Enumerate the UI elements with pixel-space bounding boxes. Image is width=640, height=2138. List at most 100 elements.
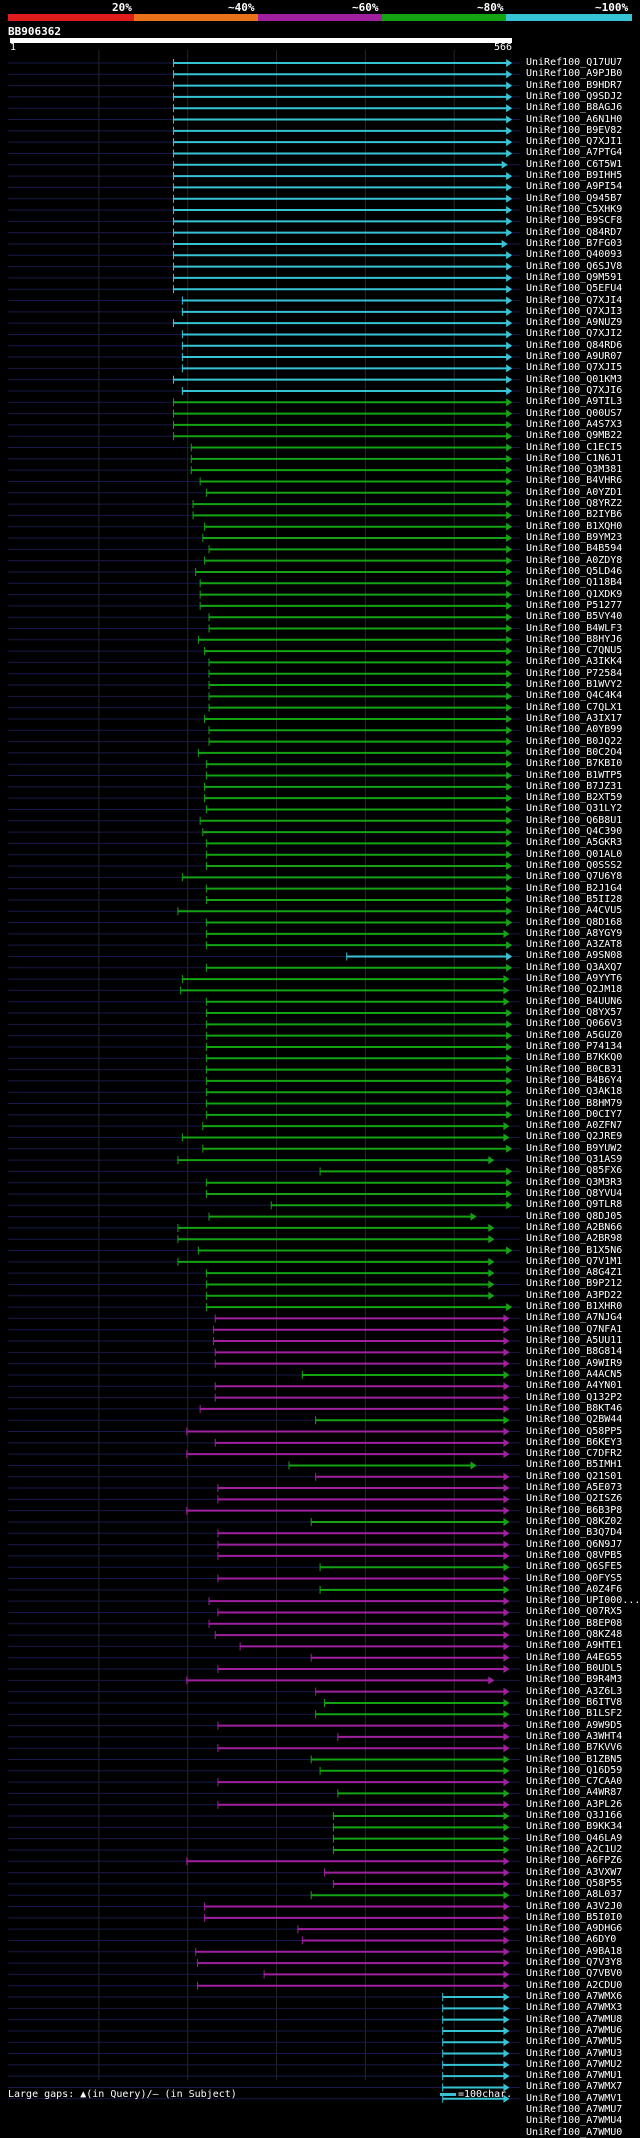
hit-label[interactable]: UniRef100_Q8VPB5: [526, 1549, 623, 1561]
hit-label[interactable]: UniRef100_B0JQ22: [526, 735, 623, 747]
hit-label[interactable]: UniRef100_Q58P55: [526, 1877, 623, 1889]
hit-label[interactable]: UniRef100_A9PJB0: [526, 68, 623, 80]
hit-label[interactable]: UniRef100_Q7XJI2: [526, 328, 623, 340]
hit-label[interactable]: UniRef100_Q3M3R3: [526, 1176, 623, 1188]
hit-label[interactable]: UniRef100_Q40093: [526, 249, 623, 261]
hit-label[interactable]: UniRef100_A4YN01: [526, 1380, 623, 1392]
hit-label[interactable]: UniRef100_Q6N9J7: [526, 1538, 623, 1550]
hit-label[interactable]: UniRef100_A0YB99: [526, 724, 623, 736]
hit-label[interactable]: UniRef100_A3VXW7: [526, 1866, 623, 1878]
hit-label[interactable]: UniRef100_B7KVV6: [526, 1742, 623, 1754]
hit-label[interactable]: UniRef100_A5GKR3: [526, 837, 623, 849]
hit-label[interactable]: UniRef100_A0YZD1: [526, 486, 623, 498]
hit-label[interactable]: UniRef100_B7KBI0: [526, 758, 623, 770]
hit-label[interactable]: UniRef100_Q945B7: [526, 192, 623, 204]
hit-label[interactable]: UniRef100_A3V2J0: [526, 1900, 623, 1912]
hit-label[interactable]: UniRef100_Q7XJI5: [526, 362, 623, 374]
hit-label[interactable]: UniRef100_A9SN08: [526, 950, 623, 962]
hit-label[interactable]: UniRef100_A2CDU0: [526, 1979, 623, 1991]
hit-label[interactable]: UniRef100_B7FG03: [526, 237, 623, 249]
hit-label[interactable]: UniRef100_C6T5W1: [526, 158, 623, 170]
hit-label[interactable]: UniRef100_B5IMH1: [526, 1459, 623, 1471]
hit-label[interactable]: UniRef100_Q8D168: [526, 916, 623, 928]
hit-label[interactable]: UniRef100_A7WMU0: [526, 2126, 623, 2138]
hit-label[interactable]: UniRef100_A7PTG4: [526, 147, 623, 159]
hit-label[interactable]: UniRef100_B4B6Y4: [526, 1074, 623, 1086]
hit-label[interactable]: UniRef100_B6B3P8: [526, 1504, 623, 1516]
hit-label[interactable]: UniRef100_Q4C390: [526, 826, 623, 838]
hit-label[interactable]: UniRef100_Q01KM3: [526, 373, 623, 385]
hit-label[interactable]: UniRef100_A9TIL3: [526, 396, 623, 408]
hit-label[interactable]: UniRef100_B4B594: [526, 543, 623, 555]
hit-label[interactable]: UniRef100_B1ZBN5: [526, 1753, 623, 1765]
hit-label[interactable]: UniRef100_Q6SFE5: [526, 1561, 623, 1573]
hit-label[interactable]: UniRef100_A7WMU6: [526, 2024, 623, 2036]
hit-label[interactable]: UniRef100_Q4C4K4: [526, 690, 623, 702]
hit-label[interactable]: UniRef100_A2BR98: [526, 1233, 623, 1245]
hit-label[interactable]: UniRef100_D0CIY7: [526, 1108, 623, 1120]
hit-label[interactable]: UniRef100_Q2ISZ6: [526, 1493, 623, 1505]
hit-label[interactable]: UniRef100_A6N1H0: [526, 113, 623, 125]
hit-label[interactable]: UniRef100_B0C2O4: [526, 746, 623, 758]
hit-label[interactable]: UniRef100_B7KKQ0: [526, 1052, 623, 1064]
hit-label[interactable]: UniRef100_A5UU11: [526, 1335, 623, 1347]
hit-label[interactable]: UniRef100_C7QLX1: [526, 701, 623, 713]
hit-label[interactable]: UniRef100_B1X5N6: [526, 1244, 623, 1256]
hit-label[interactable]: UniRef100_Q7V1M1: [526, 1255, 623, 1267]
hit-label[interactable]: UniRef100_A7WMU3: [526, 2047, 623, 2059]
hit-label[interactable]: UniRef100_A4EG55: [526, 1651, 623, 1663]
hit-label[interactable]: UniRef100_A9PI54: [526, 181, 623, 193]
hit-label[interactable]: UniRef100_C1N6J1: [526, 452, 623, 464]
hit-label[interactable]: UniRef100_A7WMX3: [526, 2002, 623, 2014]
hit-label[interactable]: UniRef100_A7WMU4: [526, 2115, 623, 2127]
hit-label[interactable]: UniRef100_P72584: [526, 667, 623, 679]
hit-label[interactable]: UniRef100_A7WMV1: [526, 2092, 623, 2104]
hit-label[interactable]: UniRef100_Q9SDJ2: [526, 90, 623, 102]
hit-label[interactable]: UniRef100_B6ITV8: [526, 1696, 623, 1708]
hit-label[interactable]: UniRef100_B0CB31: [526, 1063, 623, 1075]
hit-label[interactable]: UniRef100_A9HTE1: [526, 1640, 623, 1652]
hit-label[interactable]: UniRef100_Q7XJI1: [526, 136, 623, 148]
hit-label[interactable]: UniRef100_Q85FX6: [526, 1165, 623, 1177]
hit-label[interactable]: UniRef100_A7WMU8: [526, 2013, 623, 2025]
hit-label[interactable]: UniRef100_P74134: [526, 1040, 623, 1052]
hit-label[interactable]: UniRef100_A4CVU5: [526, 905, 623, 917]
hit-label[interactable]: UniRef100_C7CAA0: [526, 1776, 623, 1788]
hit-label[interactable]: UniRef100_B1XQH0: [526, 520, 623, 532]
hit-label[interactable]: UniRef100_P51277: [526, 599, 623, 611]
hit-label[interactable]: UniRef100_Q2JM18: [526, 984, 623, 996]
hit-label[interactable]: UniRef100_Q3AK18: [526, 1086, 623, 1098]
hit-label[interactable]: UniRef100_Q7U6Y8: [526, 871, 623, 883]
hit-label[interactable]: UniRef100_A4WR87: [526, 1787, 623, 1799]
hit-label[interactable]: UniRef100_C1ECI5: [526, 441, 623, 453]
hit-label[interactable]: UniRef100_A8L037: [526, 1889, 623, 1901]
hit-label[interactable]: UniRef100_C5XHK9: [526, 204, 623, 216]
hit-label[interactable]: UniRef100_A8YGY9: [526, 927, 623, 939]
hit-label[interactable]: UniRef100_A3IKK4: [526, 656, 623, 668]
hit-label[interactable]: UniRef100_Q58PP5: [526, 1425, 623, 1437]
hit-label[interactable]: UniRef100_B4VHR6: [526, 475, 623, 487]
hit-label[interactable]: UniRef100_A7NJG4: [526, 1312, 623, 1324]
hit-label[interactable]: UniRef100_C7QNU5: [526, 645, 623, 657]
hit-label[interactable]: UniRef100_A9YYT6: [526, 973, 623, 985]
hit-label[interactable]: UniRef100_B4WLF3: [526, 622, 623, 634]
hit-label[interactable]: UniRef100_B1WTP5: [526, 769, 623, 781]
hit-label[interactable]: UniRef100_Q7V3Y8: [526, 1957, 623, 1969]
hit-label[interactable]: UniRef100_Q8KZ48: [526, 1629, 623, 1641]
hit-label[interactable]: UniRef100_B3Q7D4: [526, 1527, 623, 1539]
hit-label[interactable]: UniRef100_B9YM23: [526, 532, 623, 544]
hit-label[interactable]: UniRef100_A9NUZ9: [526, 317, 623, 329]
hit-label[interactable]: UniRef100_Q6SJV8: [526, 260, 623, 272]
hit-label[interactable]: UniRef100_Q46LA9: [526, 1832, 623, 1844]
hit-label[interactable]: UniRef100_A9WIR9: [526, 1357, 623, 1369]
hit-label[interactable]: UniRef100_Q01AL0: [526, 848, 623, 860]
hit-label[interactable]: UniRef100_Q84RD7: [526, 226, 623, 238]
hit-label[interactable]: UniRef100_Q31LY2: [526, 803, 623, 815]
hit-label[interactable]: UniRef100_Q5LD46: [526, 565, 623, 577]
hit-label[interactable]: UniRef100_A5E073: [526, 1482, 623, 1494]
hit-label[interactable]: UniRef100_A7WMU2: [526, 2058, 623, 2070]
hit-label[interactable]: UniRef100_B1XHR0: [526, 1301, 623, 1313]
hit-label[interactable]: UniRef100_A6FPZ6: [526, 1855, 623, 1867]
hit-label[interactable]: UniRef100_A9W9D5: [526, 1719, 623, 1731]
hit-label[interactable]: UniRef100_A3IX17: [526, 712, 623, 724]
